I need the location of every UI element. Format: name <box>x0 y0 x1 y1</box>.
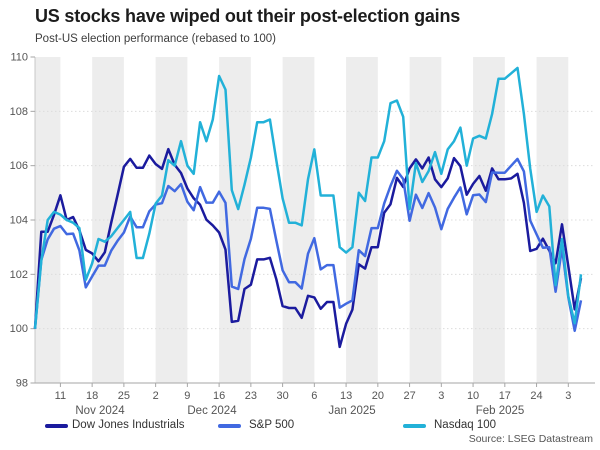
legend-label-nasdaq100: Nasdaq 100 <box>434 419 497 431</box>
x-tick-label: 6 <box>311 390 317 402</box>
month-label: Nov 2024 <box>75 405 125 417</box>
month-label: Dec 2024 <box>187 405 237 417</box>
y-tick-label: 100 <box>10 323 28 335</box>
x-tick-label: 3 <box>565 390 571 402</box>
x-tick-label: 16 <box>213 390 225 402</box>
x-tick-label: 13 <box>340 390 352 402</box>
chart-title: US stocks have wiped out their post-elec… <box>35 6 461 26</box>
month-label: Jan 2025 <box>328 405 375 417</box>
source-note: Source: LSEG Datastream <box>468 433 593 445</box>
y-tick-label: 104 <box>10 215 28 227</box>
x-tick-label: 2 <box>153 390 159 402</box>
week-band <box>409 57 442 383</box>
x-tick-label: 25 <box>118 390 130 402</box>
series-line-s-p-500 <box>33 157 583 333</box>
x-tick-label: 17 <box>499 390 511 402</box>
y-tick-label: 102 <box>10 269 28 281</box>
x-tick-label: 11 <box>55 390 66 402</box>
legend-label-dow-jones: Dow Jones Industrials <box>72 419 185 431</box>
legend-label-sp500: S&P 500 <box>249 419 295 431</box>
month-label: Feb 2025 <box>476 405 525 417</box>
y-tick-label: 98 <box>16 378 28 390</box>
x-tick-label: 24 <box>530 390 542 402</box>
y-tick-label: 110 <box>10 52 28 64</box>
x-tick-label: 9 <box>184 390 190 402</box>
legend-swatch-nasdaq100 <box>403 424 426 428</box>
series-line-nasdaq-100 <box>33 66 583 329</box>
x-tick-label: 10 <box>467 390 479 402</box>
legend-swatch-sp500 <box>218 424 241 428</box>
y-tick-label: 108 <box>10 106 28 118</box>
x-tick-label: 20 <box>372 390 384 402</box>
week-band <box>346 57 378 383</box>
legend-swatch-dow-jones <box>45 424 68 428</box>
x-tick-label: 27 <box>403 390 415 402</box>
series-line-dow-jones-industrials <box>33 147 583 349</box>
y-tick-label: 106 <box>10 160 28 172</box>
chart-subtitle: Post-US election performance (rebased to… <box>35 33 276 45</box>
x-tick-label: 3 <box>438 390 444 402</box>
x-tick-label: 30 <box>276 390 288 402</box>
x-tick-label: 18 <box>86 390 98 402</box>
x-tick-label: 23 <box>245 390 257 402</box>
